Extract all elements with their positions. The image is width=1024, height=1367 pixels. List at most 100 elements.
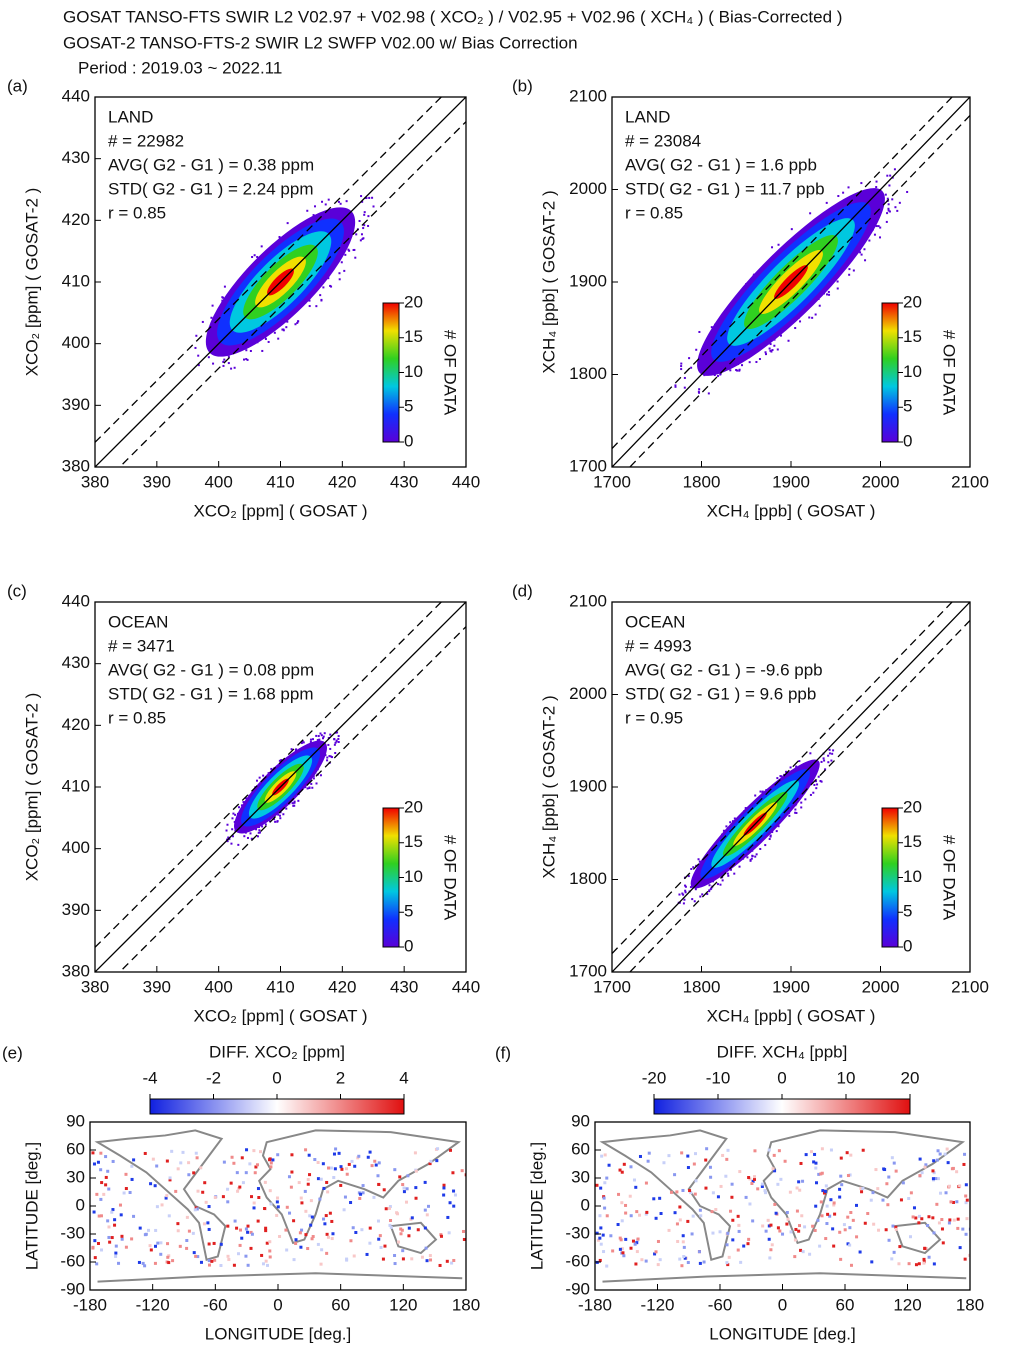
sounding bbox=[605, 1214, 609, 1218]
sounding bbox=[883, 1168, 887, 1172]
sounding bbox=[117, 1261, 121, 1265]
sounding bbox=[265, 1263, 269, 1267]
sounding bbox=[401, 1249, 405, 1253]
scatter-speck bbox=[682, 902, 685, 905]
y-tick-label: -90 bbox=[565, 1279, 590, 1298]
y-tick-label: 60 bbox=[571, 1139, 590, 1158]
sounding bbox=[914, 1263, 918, 1267]
sounding bbox=[402, 1190, 406, 1194]
scatter-speck bbox=[245, 358, 248, 361]
sounding bbox=[681, 1188, 685, 1192]
scatter-speck bbox=[223, 285, 226, 288]
scatter-speck bbox=[315, 782, 318, 785]
sounding bbox=[442, 1183, 446, 1187]
scatter-speck bbox=[255, 779, 258, 782]
sounding bbox=[620, 1219, 624, 1223]
sounding bbox=[260, 1253, 264, 1257]
sounding bbox=[241, 1181, 245, 1185]
sounding bbox=[704, 1186, 708, 1190]
sounding bbox=[753, 1149, 757, 1153]
scatter-speck bbox=[222, 360, 225, 363]
sounding bbox=[721, 1153, 725, 1157]
sounding bbox=[675, 1190, 679, 1194]
sounding bbox=[699, 1214, 703, 1218]
scatter-speck bbox=[788, 814, 791, 817]
scatter-speck bbox=[226, 823, 229, 826]
sounding bbox=[195, 1207, 199, 1211]
colorbar-tick-label: 5 bbox=[903, 397, 912, 416]
scatter-speck bbox=[680, 365, 683, 368]
scatter-speck bbox=[683, 386, 686, 389]
sounding bbox=[963, 1152, 967, 1156]
sounding bbox=[176, 1229, 180, 1233]
sounding bbox=[838, 1187, 842, 1191]
scatter-speck bbox=[329, 733, 332, 736]
x-axis-label: LONGITUDE [deg.] bbox=[205, 1324, 351, 1343]
sounding bbox=[154, 1228, 158, 1232]
sounding bbox=[658, 1196, 662, 1200]
sounding bbox=[439, 1233, 443, 1237]
sounding bbox=[785, 1222, 789, 1226]
y-tick-label: 30 bbox=[66, 1167, 85, 1186]
scatter-speck bbox=[306, 787, 309, 790]
sounding bbox=[226, 1200, 230, 1204]
y-tick-label: -30 bbox=[565, 1223, 590, 1242]
scatter-speck bbox=[261, 825, 264, 828]
sounding bbox=[252, 1206, 256, 1210]
scatter-speck bbox=[228, 838, 231, 841]
sounding bbox=[605, 1264, 609, 1268]
sounding bbox=[229, 1181, 233, 1185]
sounding bbox=[848, 1243, 852, 1247]
sounding bbox=[100, 1248, 104, 1252]
scatter-speck bbox=[368, 196, 371, 199]
sounding bbox=[349, 1201, 353, 1205]
sounding bbox=[602, 1250, 606, 1254]
sounding bbox=[760, 1182, 764, 1186]
scatter-speck bbox=[860, 253, 863, 256]
sounding bbox=[372, 1195, 376, 1199]
sounding bbox=[275, 1213, 279, 1217]
sounding bbox=[118, 1203, 122, 1207]
sounding bbox=[726, 1231, 730, 1235]
sounding bbox=[776, 1226, 780, 1230]
plot-area bbox=[95, 602, 466, 972]
sounding bbox=[435, 1159, 439, 1163]
sounding bbox=[325, 1232, 329, 1236]
sounding bbox=[294, 1238, 298, 1242]
sounding bbox=[193, 1208, 197, 1212]
scatter-speck bbox=[258, 829, 261, 832]
scatter-speck bbox=[231, 835, 234, 838]
sounding bbox=[446, 1215, 450, 1219]
plot-frame bbox=[594, 1121, 971, 1291]
sounding bbox=[838, 1195, 842, 1199]
sounding bbox=[248, 1162, 252, 1166]
scatter-speck bbox=[295, 748, 298, 751]
scatter-speck bbox=[253, 254, 256, 257]
sounding bbox=[656, 1239, 660, 1243]
sounding bbox=[174, 1189, 178, 1193]
sounding bbox=[389, 1218, 393, 1222]
scatter-speck bbox=[293, 800, 296, 803]
sounding bbox=[965, 1198, 969, 1202]
sounding bbox=[166, 1255, 170, 1259]
sounding bbox=[368, 1150, 372, 1154]
sounding bbox=[185, 1238, 189, 1242]
sounding bbox=[299, 1245, 303, 1249]
scatter-speck bbox=[256, 835, 259, 838]
sounding bbox=[110, 1210, 114, 1214]
scatter-speck bbox=[690, 868, 693, 871]
sounding bbox=[624, 1203, 628, 1207]
panel-label: (c) bbox=[7, 581, 27, 600]
x-tick-label: 410 bbox=[266, 977, 294, 996]
sounding bbox=[772, 1153, 776, 1157]
scatter-speck bbox=[339, 202, 342, 205]
scatter-speck bbox=[744, 807, 747, 810]
scatter-speck bbox=[300, 742, 303, 745]
scatter-speck bbox=[764, 844, 767, 847]
scatter-speck bbox=[363, 211, 366, 214]
scatter-speck bbox=[785, 770, 788, 773]
scatter-speck bbox=[362, 237, 365, 240]
sounding bbox=[244, 1171, 248, 1175]
sounding bbox=[926, 1224, 930, 1228]
sounding bbox=[213, 1258, 217, 1262]
